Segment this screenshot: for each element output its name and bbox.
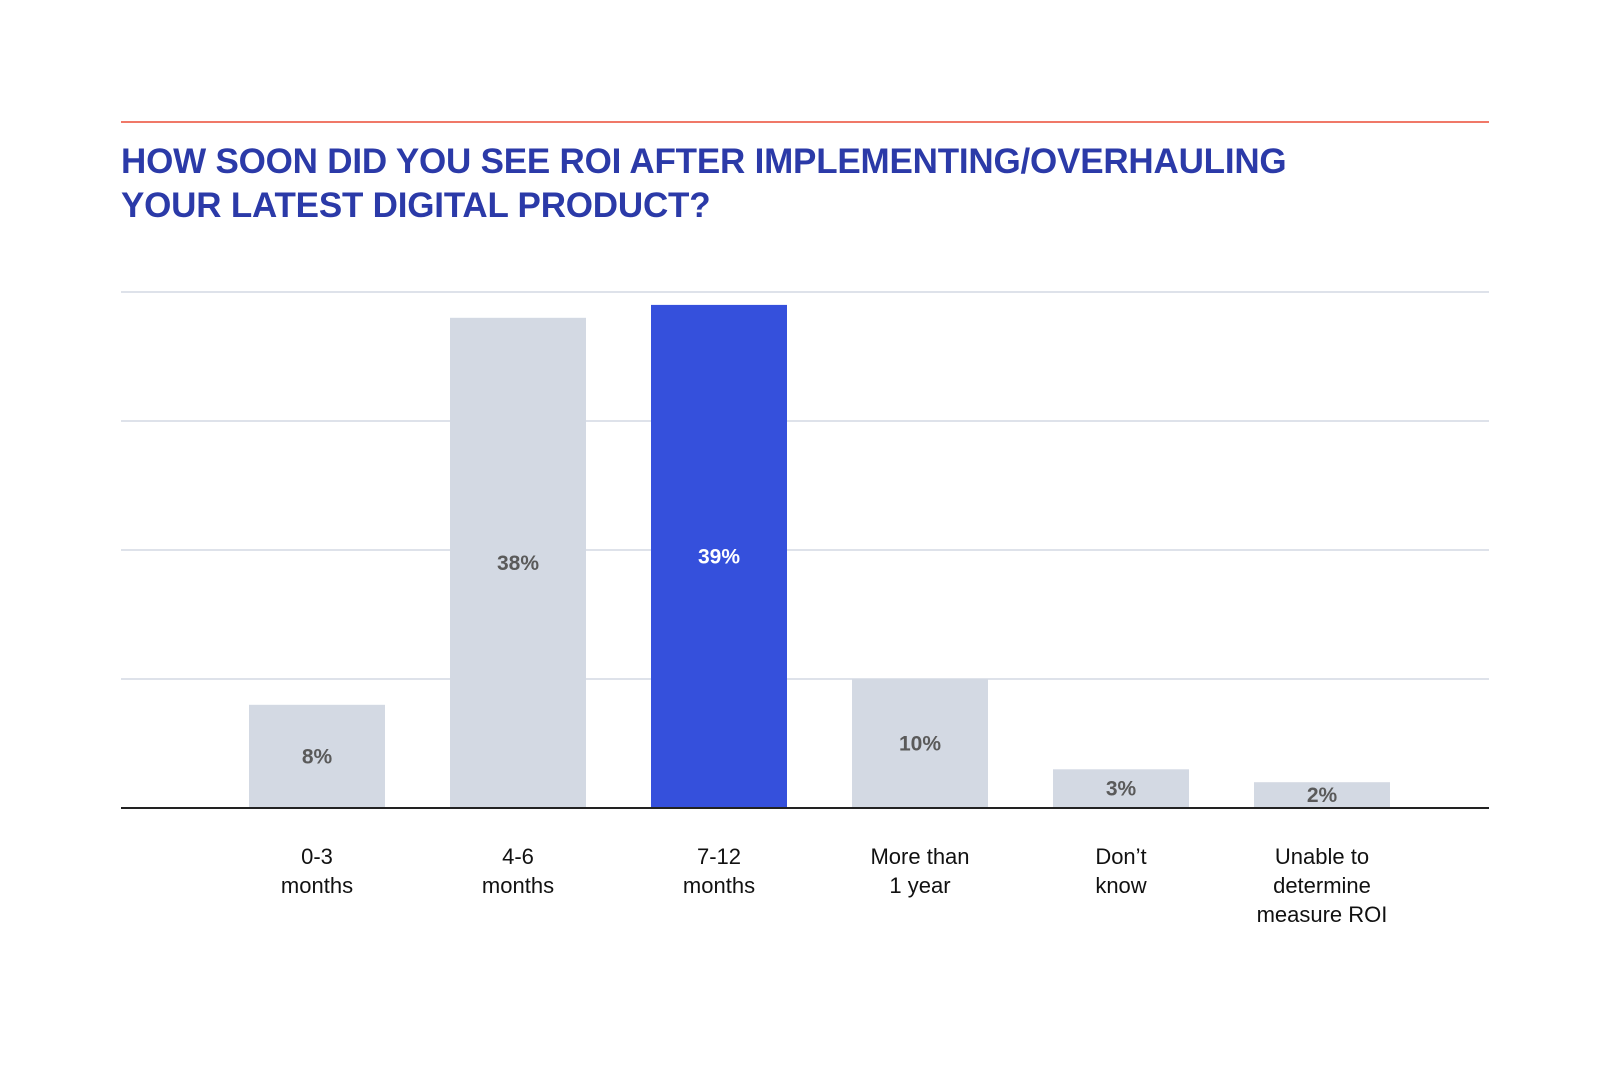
- chart-title: HOW SOON DID YOU SEE ROI AFTER IMPLEMENT…: [121, 140, 1489, 228]
- category-label-5-line-2: measure ROI: [1257, 902, 1388, 927]
- category-label-1-line-1: months: [482, 873, 554, 898]
- category-label-3: More than 1 year: [870, 844, 969, 898]
- category-label-4-line-1: know: [1095, 873, 1146, 898]
- category-label-2-line-0: 7-12: [697, 844, 741, 869]
- bar-value-label-3: 10%: [899, 733, 941, 756]
- chart-title-line-2: YOUR LATEST DIGITAL PRODUCT?: [121, 186, 711, 225]
- category-label-3-line-1: 1 year: [889, 873, 950, 898]
- gridlines: [121, 291, 1489, 680]
- category-label-0-line-0: 0-3: [301, 844, 333, 869]
- category-label-4-line-0: Don’t: [1095, 844, 1146, 869]
- category-label-1-line-0: 4-6: [502, 844, 534, 869]
- category-label-3-line-0: More than: [870, 844, 969, 869]
- bar-4: [1053, 769, 1189, 808]
- bar-5: [1254, 782, 1390, 808]
- category-label-0-line-1: months: [281, 873, 353, 898]
- bar-value-label-2: 39%: [698, 545, 740, 568]
- category-label-5-line-1: determine: [1273, 873, 1371, 898]
- category-labels: 0-3 months 4-6 months 7-12 months More than 1 y…: [281, 844, 1387, 927]
- category-label-2: 7-12 months: [683, 844, 755, 898]
- category-label-2-line-1: months: [683, 873, 755, 898]
- bar-value-label-4: 3%: [1106, 778, 1137, 801]
- category-label-0: 0-3 months: [281, 844, 353, 898]
- category-label-4: Don’t know: [1095, 844, 1146, 898]
- bar-value-label-1: 38%: [497, 552, 539, 575]
- category-label-5: Unable to determine measure ROI: [1257, 844, 1388, 927]
- bar-3: [852, 679, 988, 808]
- chart-title-line-1: HOW SOON DID YOU SEE ROI AFTER IMPLEMENT…: [121, 142, 1287, 181]
- category-label-5-line-0: Unable to: [1275, 844, 1369, 869]
- category-label-1: 4-6 months: [482, 844, 554, 898]
- bar-0: [249, 704, 385, 808]
- top-accent-rule: [121, 121, 1489, 123]
- bar-2: [651, 304, 787, 808]
- bar-value-label-0: 8%: [302, 745, 333, 768]
- bars: 8% 38% 39% 10% 3% 2%: [249, 304, 1390, 808]
- bar-value-label-5: 2%: [1307, 784, 1338, 807]
- bar-1: [450, 317, 586, 808]
